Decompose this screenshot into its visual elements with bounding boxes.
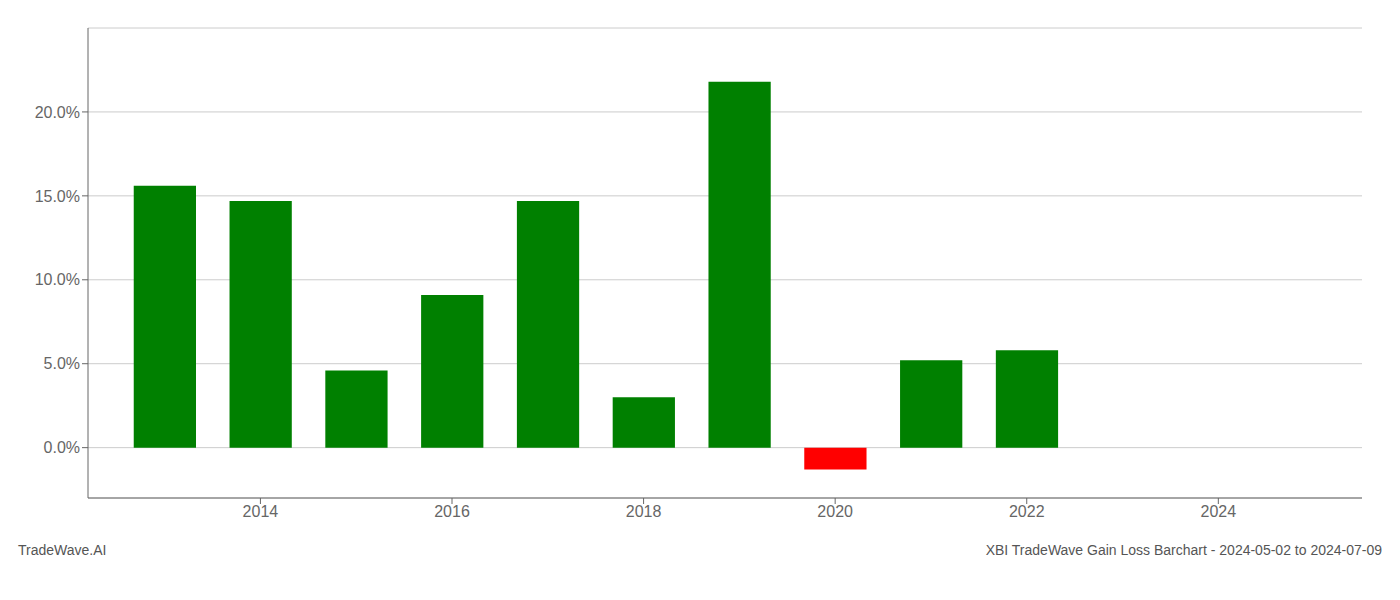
html-text:TradeWave.AI: TradeWave.AI xyxy=(18,542,107,558)
svg-text:5.0%: 5.0% xyxy=(44,355,80,372)
svg-text:20.0%: 20.0% xyxy=(35,104,80,121)
svg-text:2018: 2018 xyxy=(626,503,662,520)
svg-text:2022: 2022 xyxy=(1009,503,1045,520)
html-text:XBI TradeWave Gain Loss Barcha: XBI TradeWave Gain Loss Barchart - 2024-… xyxy=(985,542,1382,558)
svg-text:2014: 2014 xyxy=(243,503,279,520)
svg-text:0.0%: 0.0% xyxy=(44,439,80,456)
svg-text:10.0%: 10.0% xyxy=(35,271,80,288)
svg-text:2020: 2020 xyxy=(817,503,853,520)
svg-text:15.0%: 15.0% xyxy=(35,188,80,205)
svg-text:2016: 2016 xyxy=(434,503,470,520)
svg-text:2024: 2024 xyxy=(1201,503,1237,520)
